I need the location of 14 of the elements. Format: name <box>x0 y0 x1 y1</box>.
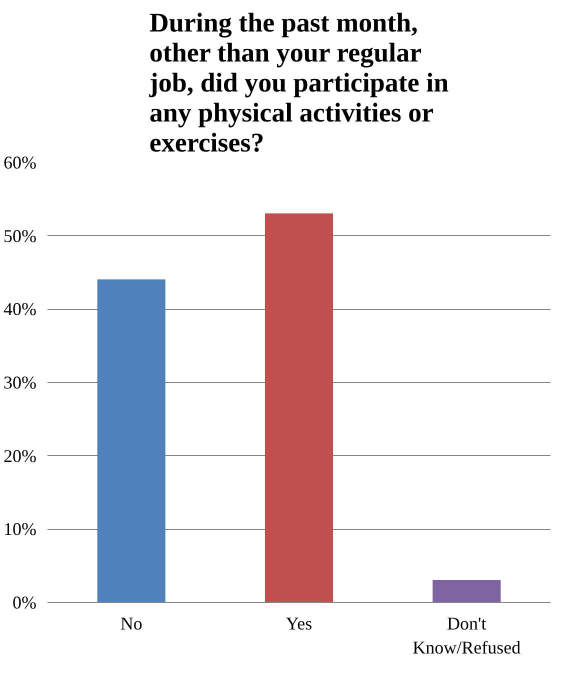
y-tick-label: 60% <box>4 152 37 172</box>
bar <box>264 213 334 602</box>
bar <box>97 279 166 602</box>
chart-title: During the past month, other than your regular job, did you participate in any physical activities or exercises? <box>148 8 449 158</box>
y-tick-label: 30% <box>4 372 37 392</box>
x-tick-label: Yes <box>286 614 312 634</box>
y-tick-label: 10% <box>4 519 37 540</box>
y-tick-label: 20% <box>4 446 37 466</box>
y-tick-label: 40% <box>4 299 37 320</box>
x-tick-label: Don't Know/Refused <box>412 614 521 658</box>
bar <box>432 580 501 602</box>
y-tick-label: 0% <box>12 592 37 612</box>
y-tick-label: 50% <box>4 226 37 246</box>
x-tick-label: No <box>120 614 142 634</box>
